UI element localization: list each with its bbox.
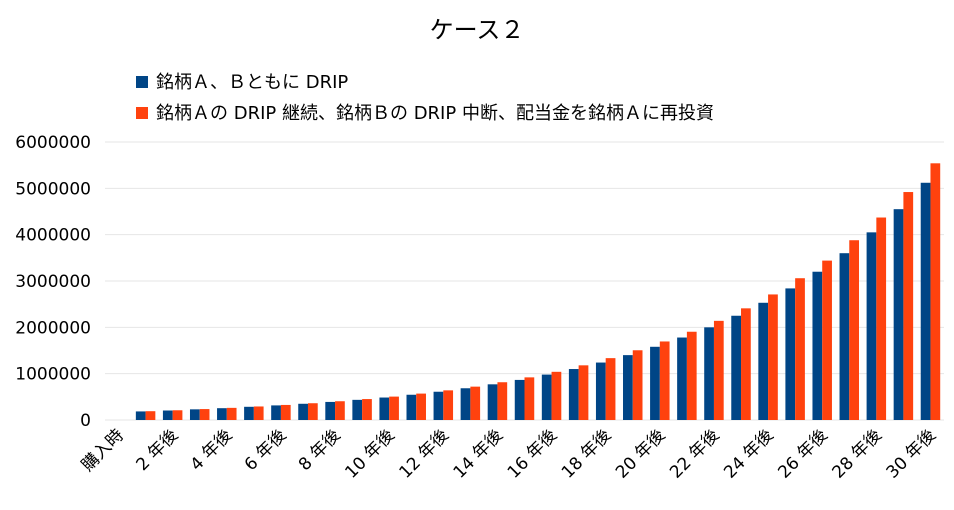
x-tick-label: 12 年後 (396, 425, 453, 482)
x-tick-label: 10 年後 (341, 425, 398, 482)
bar-series-1 (514, 379, 525, 420)
y-tick-label: 4000000 (15, 226, 91, 246)
bar-series-2 (443, 390, 454, 420)
bar-series-1 (812, 271, 823, 420)
bar-series-1 (866, 232, 877, 420)
bar-series-1 (623, 355, 633, 420)
bar-series-2 (713, 320, 724, 420)
bar-series-2 (822, 260, 832, 420)
bars (135, 163, 941, 420)
x-tick-label: 30 年後 (883, 425, 940, 482)
chart-title: ケース２ (430, 16, 525, 44)
x-tick-label: 18 年後 (558, 425, 615, 482)
bar-series-1 (920, 182, 931, 420)
bar-series-2 (578, 365, 589, 420)
y-axis-ticks: 0 1000000 2000000 3000000 4000000 5000000 6000… (15, 133, 91, 431)
bar-series-2 (389, 396, 399, 420)
bar-series-2 (686, 331, 697, 420)
y-tick-label: 5000000 (15, 179, 91, 199)
y-tick-label: 6000000 (15, 133, 91, 153)
bar-series-1 (568, 369, 579, 420)
x-tick-label: 4 年後 (187, 425, 237, 475)
bar-series-2 (497, 382, 508, 420)
legend: 銘柄Ａ、Ｂともに DRIP 銘柄Ａの DRIP 継続、銘柄Ｂの DRIP 中断、… (136, 72, 714, 124)
bar-series-1 (217, 408, 227, 420)
x-tick-label: 6 年後 (241, 425, 291, 475)
bar-series-2 (876, 217, 887, 420)
bar-series-1 (189, 409, 200, 420)
bar-series-2 (741, 308, 751, 420)
gridlines (105, 141, 944, 421)
bar-series-1 (677, 337, 687, 420)
bar-series-2 (199, 409, 210, 420)
bar-series-2 (172, 410, 183, 420)
bar-series-2 (795, 278, 805, 420)
x-tick-label: 購入時 (78, 425, 128, 475)
bar-series-2 (605, 358, 616, 420)
bar-series-2 (145, 411, 156, 420)
bar-series-1 (379, 397, 390, 420)
bar-series-1 (893, 209, 904, 420)
bar-series-1 (839, 253, 850, 420)
bar-series-2 (335, 401, 345, 420)
y-tick-label: 0 (80, 411, 91, 431)
legend-label-series-2: 銘柄Ａの DRIP 継続、銘柄Ｂの DRIP 中断、配当金を銘柄Ａに再投資 (156, 103, 714, 124)
bar-series-1 (135, 411, 146, 420)
bar-series-2 (280, 404, 291, 420)
bar-series-1 (704, 327, 714, 420)
y-tick-label: 3000000 (15, 272, 91, 292)
x-tick-label: 26 年後 (774, 425, 831, 482)
bar-series-2 (849, 240, 860, 420)
bar-series-2 (362, 399, 372, 420)
bar-series-2 (470, 386, 481, 420)
bar-series-1 (595, 362, 606, 420)
bar-series-1 (298, 403, 308, 420)
bar-series-1 (433, 391, 444, 420)
bar-series-1 (731, 315, 742, 420)
bar-series-2 (768, 294, 778, 420)
bar-series-2 (659, 341, 670, 420)
bar-series-2 (226, 407, 237, 420)
y-tick-label: 2000000 (15, 318, 91, 338)
bar-series-1 (244, 406, 254, 420)
bar-series-1 (460, 388, 471, 420)
bar-series-1 (487, 384, 498, 420)
legend-label-series-1: 銘柄Ａ、Ｂともに DRIP (156, 72, 348, 93)
legend-swatch-series-1 (136, 76, 148, 88)
bar-series-1 (352, 399, 363, 420)
bar-series-1 (650, 346, 660, 420)
x-tick-label: 28 年後 (829, 425, 886, 482)
bar-series-2 (416, 393, 426, 420)
bar-series-1 (406, 394, 417, 420)
bar-series-1 (758, 302, 769, 420)
bar-series-1 (541, 374, 552, 420)
legend-swatch-series-2 (136, 107, 148, 119)
y-tick-label: 1000000 (15, 365, 91, 385)
bar-series-1 (162, 410, 173, 420)
x-tick-label: 22 年後 (666, 425, 723, 482)
bar-series-2 (253, 406, 264, 420)
bar-series-2 (903, 192, 914, 420)
bar-series-2 (307, 403, 318, 420)
bar-series-2 (632, 350, 643, 420)
x-tick-label: 20 年後 (612, 425, 669, 482)
x-tick-label: 8 年後 (295, 425, 345, 475)
bar-series-2 (930, 163, 941, 420)
x-tick-label: 14 年後 (450, 425, 507, 482)
bar-series-1 (271, 405, 281, 420)
x-tick-label: 24 年後 (720, 425, 777, 482)
bar-series-2 (551, 371, 562, 420)
x-tick-label: 2 年後 (133, 425, 183, 475)
bar-series-2 (524, 377, 535, 420)
bar-series-1 (325, 401, 336, 420)
bar-series-1 (785, 288, 796, 420)
x-tick-label: 16 年後 (504, 425, 561, 482)
